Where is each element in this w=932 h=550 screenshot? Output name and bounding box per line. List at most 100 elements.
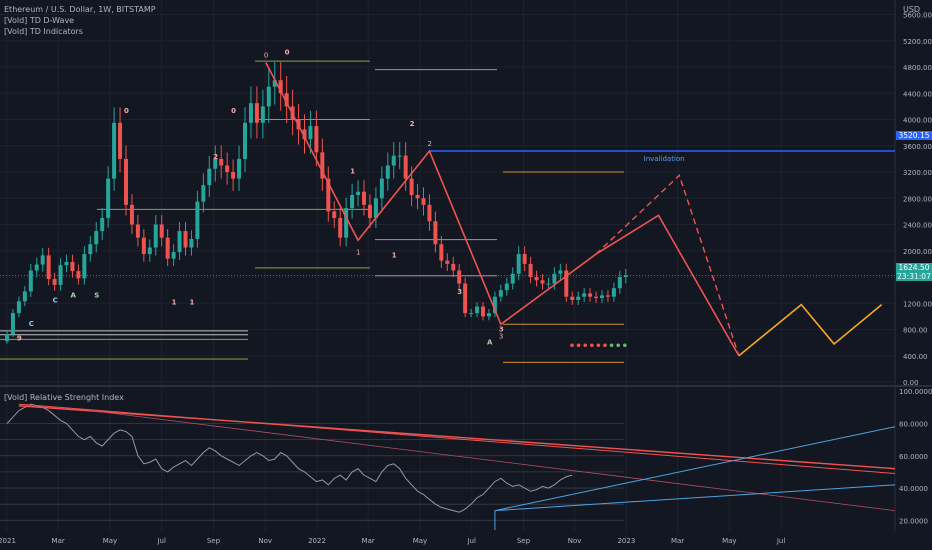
- time-tick-label: Mar: [52, 537, 65, 545]
- candle-body: [504, 283, 509, 291]
- signal-dot: [609, 343, 614, 348]
- candle-body: [552, 273, 557, 284]
- td-mark: 3: [457, 288, 462, 296]
- candle-body: [564, 270, 569, 297]
- candle-body: [165, 237, 170, 259]
- candle-body: [207, 168, 212, 186]
- td-mark: 1: [350, 167, 355, 175]
- time-tick-label: Jul: [776, 537, 786, 545]
- time-tick-label: 2021: [0, 537, 16, 545]
- price-tick-label: 4000.00: [903, 117, 932, 125]
- signal-dot: [583, 343, 587, 348]
- candle-body: [433, 221, 438, 245]
- candle-body: [171, 252, 176, 259]
- price-tick-label: 1200.00: [903, 300, 932, 308]
- candle-body: [195, 201, 200, 239]
- candle-body: [106, 178, 111, 218]
- candle-body: [492, 296, 497, 314]
- td-mark: 2: [410, 120, 415, 128]
- time-tick-label: 2023: [617, 537, 635, 545]
- time-tick-label: 2022: [308, 537, 326, 545]
- candle-body: [70, 261, 75, 272]
- time-tick-label: May: [413, 537, 427, 545]
- indicator-td-indicators[interactable]: [Vold] TD Indicators: [4, 27, 83, 36]
- price-tick-label: 2400.00: [903, 222, 932, 230]
- price-tick-label: 2000.00: [903, 248, 932, 256]
- candle-body: [576, 296, 581, 300]
- time-tick-label: Sep: [517, 537, 531, 545]
- signal-dot: [596, 343, 601, 348]
- candle-body: [28, 270, 33, 292]
- candle-body: [118, 122, 123, 159]
- rsi-tick-label: 80.0000: [899, 421, 928, 429]
- candle-body: [457, 270, 462, 284]
- candle-body: [605, 295, 610, 297]
- price-tick-label: 0.00: [903, 379, 919, 387]
- signal-dot: [623, 343, 627, 348]
- td-mark: 1: [189, 299, 194, 307]
- candle-body: [94, 231, 99, 245]
- wave-point-label: 1: [356, 248, 360, 256]
- candle-body: [397, 155, 402, 157]
- rsi-tick-label: 40.0000: [899, 485, 928, 493]
- candle-body: [254, 103, 259, 123]
- price-tick-label: 400.00: [903, 353, 928, 361]
- candle-body: [439, 244, 444, 261]
- candle-body: [540, 280, 545, 284]
- candle-body: [344, 208, 349, 238]
- price-tick-label: 5600.00: [903, 12, 932, 20]
- candle-body: [415, 195, 420, 199]
- candle-body: [76, 271, 81, 279]
- candle-body: [367, 204, 372, 218]
- candle-body: [570, 296, 575, 300]
- candle-body: [237, 158, 242, 179]
- candle-body: [248, 103, 253, 123]
- candle-body: [58, 265, 63, 285]
- invalidation-price-tag: 3520.15: [896, 131, 932, 140]
- candle-body: [302, 129, 307, 140]
- rsi-title[interactable]: [Vold] Relative Strenght Index: [4, 393, 124, 402]
- candle-body: [463, 283, 468, 314]
- candle-body: [213, 158, 218, 169]
- price-tick-label: 3200.00: [903, 169, 932, 177]
- wave-point-label: 2: [427, 140, 431, 148]
- time-tick-label: Jul: [466, 537, 476, 545]
- rsi-tick-label: 20.0000: [899, 517, 928, 525]
- signal-dot: [603, 343, 607, 348]
- rsi-trendline-blue: [494, 426, 896, 512]
- candle-body: [64, 261, 69, 266]
- candle-body: [320, 152, 325, 179]
- td-mark: S: [94, 291, 99, 299]
- candle-body: [600, 295, 604, 299]
- td-mark: 9: [17, 335, 22, 343]
- candle-body: [284, 93, 289, 107]
- rsi-tick-label: 100.0000: [899, 388, 932, 396]
- signal-dot: [590, 343, 594, 348]
- price-tick-label: 4800.00: [903, 64, 932, 72]
- candle-body: [40, 255, 45, 265]
- candle-body: [385, 165, 390, 179]
- candle-body: [201, 185, 206, 202]
- candle-body: [356, 191, 361, 195]
- candle-body: [379, 178, 384, 199]
- wave-point-label: 3: [499, 332, 503, 340]
- candle-body: [373, 198, 378, 218]
- time-tick-label: Jul: [156, 537, 166, 545]
- time-tick-label: Mar: [362, 537, 375, 545]
- indicator-td-dwave[interactable]: [Vold] TD D-Wave: [4, 16, 75, 25]
- candle-body: [88, 244, 93, 255]
- time-tick-label: Nov: [568, 537, 582, 545]
- candle-body: [82, 254, 87, 279]
- td-mark: 0: [231, 107, 236, 115]
- candle-body: [22, 291, 27, 302]
- candle-body: [481, 306, 485, 317]
- last-price-tag: 1624.50 23:31:07: [896, 263, 932, 281]
- price-tick-label: 800.00: [903, 327, 928, 335]
- rsi-line: [6, 403, 573, 513]
- candle-body: [409, 178, 414, 195]
- candle-body: [129, 204, 134, 225]
- last-price: 1624.50: [898, 263, 930, 272]
- candle-body: [52, 278, 57, 285]
- bar-countdown: 23:31:07: [897, 272, 931, 281]
